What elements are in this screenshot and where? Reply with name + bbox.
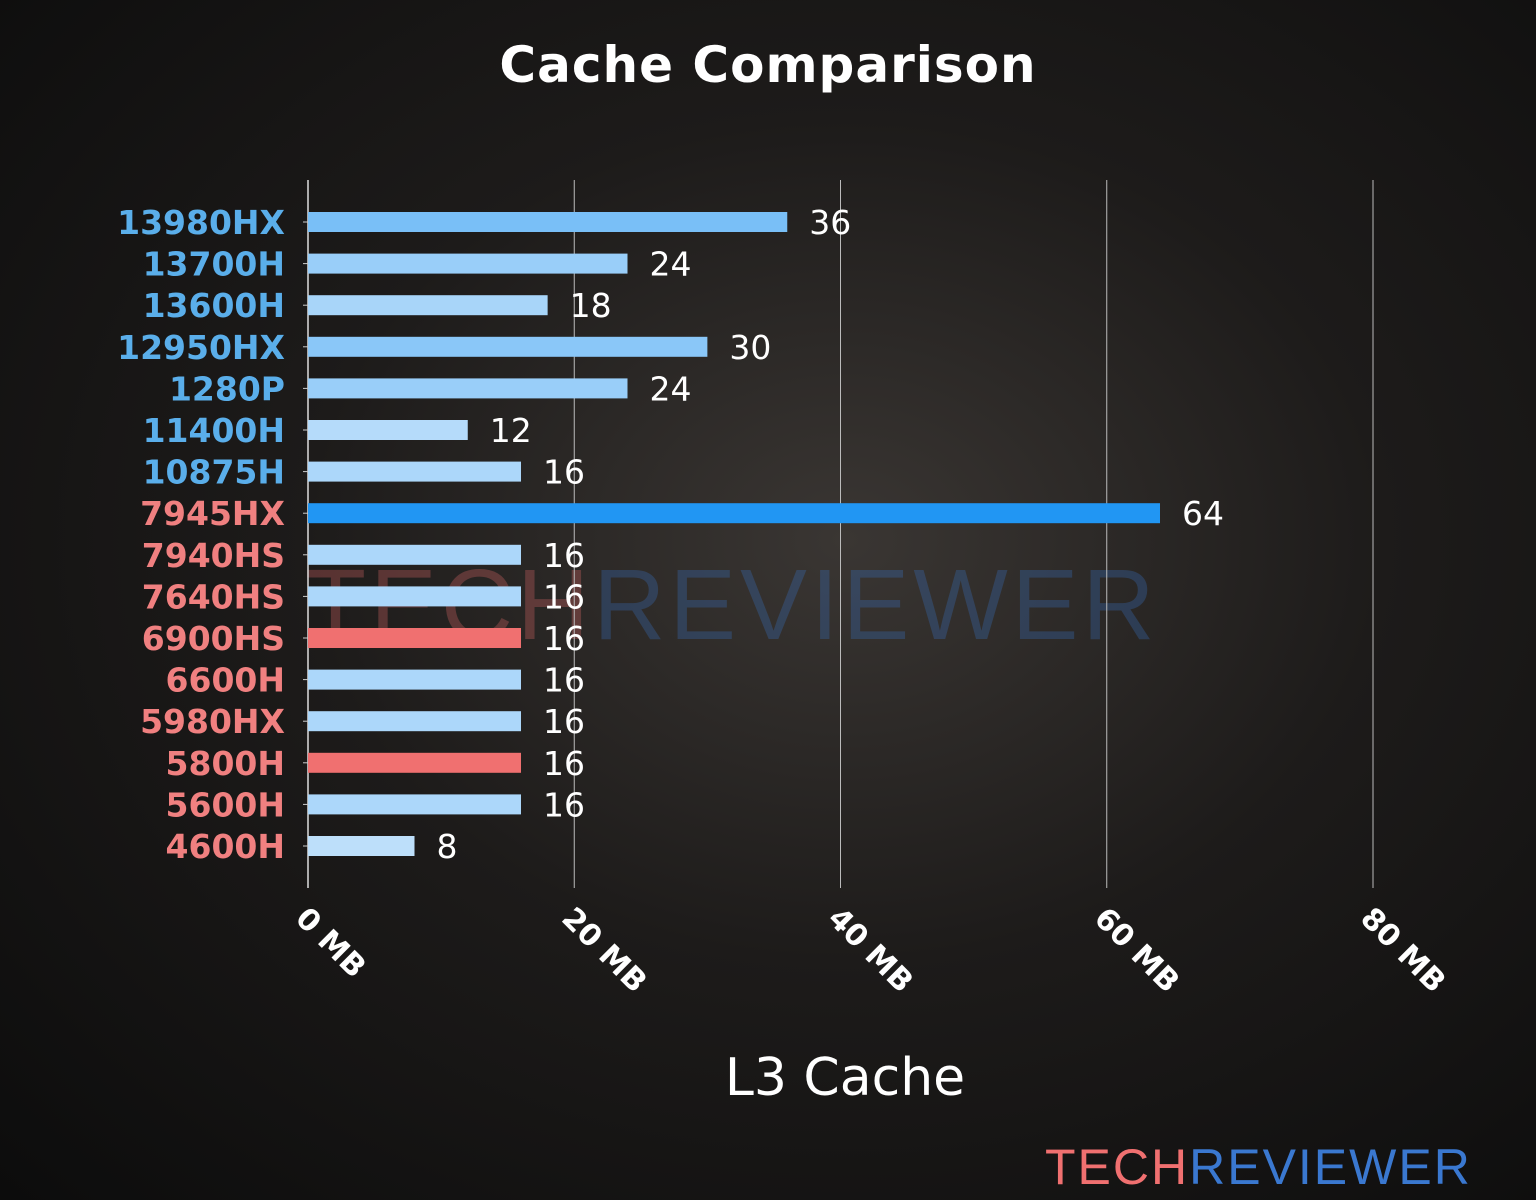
y-tick-label: 5600H xyxy=(166,785,285,824)
data-label: 24 xyxy=(650,245,692,284)
bar xyxy=(308,836,415,856)
techreviewer-logo: TECHREVIEWER xyxy=(1045,1139,1472,1195)
bar xyxy=(308,253,628,274)
data-label: 16 xyxy=(543,661,585,700)
y-tick-label: 11400H xyxy=(143,411,285,450)
y-tick-label: 5980HX xyxy=(140,702,285,741)
data-label: 64 xyxy=(1182,494,1224,533)
y-tick-label: 10875H xyxy=(143,453,285,492)
data-label: 30 xyxy=(729,328,771,367)
x-tick-label: 40 MB xyxy=(821,901,920,1000)
data-label: 16 xyxy=(543,702,585,741)
bar xyxy=(308,544,521,565)
x-tick-label: 20 MB xyxy=(555,901,654,1000)
bar xyxy=(308,212,788,232)
bar xyxy=(308,711,521,732)
data-label: 24 xyxy=(650,369,692,408)
y-tick-label: 7945HX xyxy=(140,494,285,533)
y-tick-label: 13700H xyxy=(143,245,285,284)
bar xyxy=(308,420,468,440)
data-label: 16 xyxy=(543,536,585,575)
bar xyxy=(308,794,521,815)
data-label: 18 xyxy=(570,286,612,325)
data-label: 36 xyxy=(809,203,851,242)
y-tick-label: 1280P xyxy=(169,369,285,408)
data-label: 16 xyxy=(543,744,585,783)
bar xyxy=(308,336,708,357)
x-tick-label: 60 MB xyxy=(1087,901,1186,1000)
bar xyxy=(308,461,521,482)
data-label: 8 xyxy=(437,827,458,866)
y-tick-label: 6600H xyxy=(166,661,285,700)
data-label: 16 xyxy=(543,453,585,492)
data-label: 16 xyxy=(543,785,585,824)
y-tick-label: 5800H xyxy=(166,744,285,783)
bar xyxy=(308,378,628,399)
bar xyxy=(308,503,1160,524)
data-label: 16 xyxy=(543,619,585,658)
x-tick-label: 80 MB xyxy=(1353,901,1452,1000)
y-tick-label: 7940HS xyxy=(142,536,285,575)
bar xyxy=(308,752,521,773)
y-tick-label: 7640HS xyxy=(142,577,285,616)
bar xyxy=(308,669,521,690)
bar xyxy=(308,295,548,316)
bar xyxy=(308,586,521,607)
y-tick-label: 13600H xyxy=(143,286,285,325)
y-tick-label: 12950HX xyxy=(117,328,285,367)
x-axis-label: L3 Cache xyxy=(725,1048,965,1108)
bar xyxy=(308,628,521,648)
data-label: 12 xyxy=(490,411,532,450)
y-tick-label: 13980HX xyxy=(117,203,285,242)
y-tick-label: 4600H xyxy=(166,827,285,866)
data-label: 16 xyxy=(543,577,585,616)
chart-title: Cache Comparison xyxy=(499,36,1037,94)
y-tick-label: 6900HS xyxy=(142,619,285,658)
x-tick-label: 0 MB xyxy=(288,901,372,985)
